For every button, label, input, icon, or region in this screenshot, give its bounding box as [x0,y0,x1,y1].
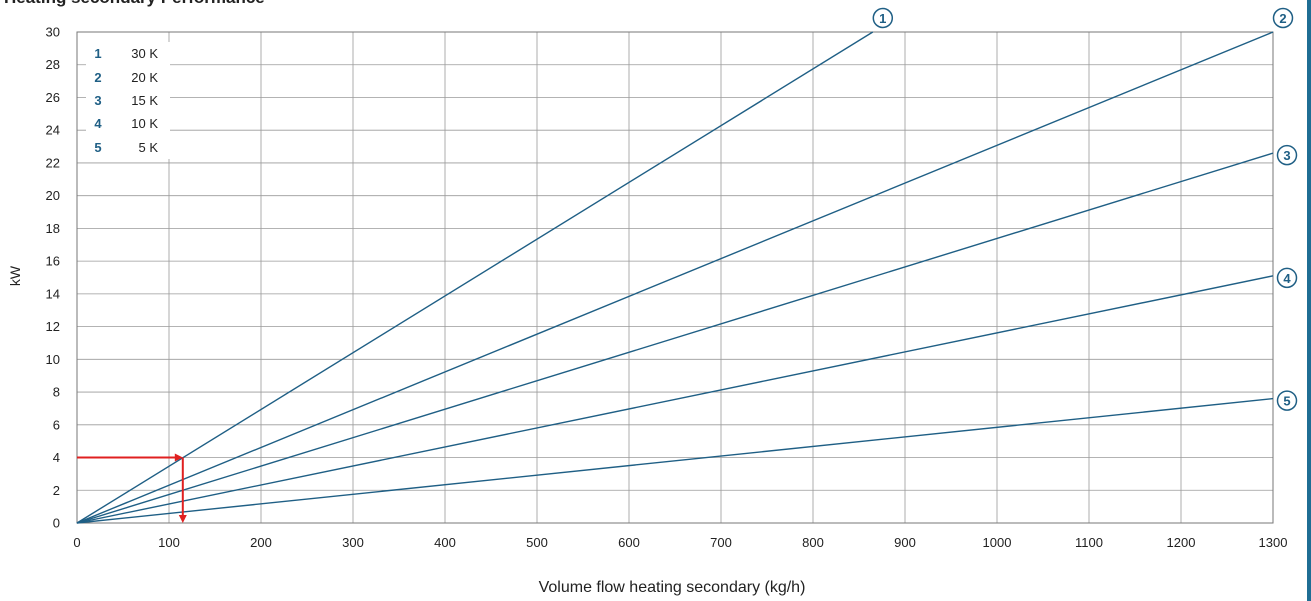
series-marker [872,7,894,29]
series-marker [1276,390,1298,411]
y-tick-label: 24 [46,123,60,138]
x-axis-label: Volume flow heating secondary (kg/h) [539,579,806,596]
example-arrowhead-right [174,453,183,462]
series-line [76,397,1274,524]
legend-series-label: 20 K [131,69,158,85]
legend-series-number: 1 [94,46,102,62]
series-marker [1272,7,1294,29]
series-marker-label: 1 [879,11,886,26]
y-tick-label: 16 [46,254,60,269]
x-tick-label: 700 [710,535,732,550]
y-tick-label: 14 [46,286,60,301]
y-tick-label: 4 [53,450,60,465]
series-marker-label: 4 [1283,271,1291,286]
y-tick-label: 30 [46,25,60,40]
series-line [76,275,1274,524]
y-tick-label: 22 [46,155,60,170]
series-marker-label: 2 [1279,11,1286,26]
x-tick-label: 1100 [1075,535,1103,550]
y-tick-label: 6 [53,417,60,432]
chart-legend: 1 30 K 2 20 K 3 15 K 4 10 K 5 5 K [86,42,170,159]
x-tick-label: 300 [342,535,364,550]
legend-series-label: 15 K [131,92,158,108]
series-marker-label: 3 [1283,148,1290,163]
page-title: Heating secondary Performance [4,0,265,8]
series-marker [1276,267,1298,289]
x-tick-label: 0 [73,535,80,550]
y-tick-label: 12 [46,319,60,334]
y-axis-label: kW [7,265,23,286]
series-line [76,31,874,524]
legend-series-label: 30 K [131,46,158,62]
x-tick-label: 800 [802,535,824,550]
x-tick-label: 1200 [1167,535,1196,550]
y-tick-label: 2 [53,483,60,498]
legend-item: 3 15 K [86,89,170,112]
legend-item: 2 20 K [86,65,170,88]
legend-series-label: 10 K [131,116,158,132]
example-arrowhead-down [178,515,187,523]
y-tick-label: 18 [46,221,60,236]
legend-item: 1 30 K [86,42,170,65]
right-frame-border [1307,0,1311,601]
x-tick-label: 1300 [1259,535,1288,550]
x-tick-label: 100 [158,535,180,550]
x-tick-label: 200 [250,535,272,550]
tick-labels: 0 100 200 300 400 500 600 700 800 900 1000 1100 1200… [46,25,1288,551]
legend-series-number: 4 [94,116,102,132]
series-marker [1276,144,1298,166]
x-tick-label: 400 [434,535,456,550]
y-tick-label: 8 [53,385,60,400]
legend-series-number: 2 [94,69,102,85]
chart-axes [76,31,1274,524]
x-tick-label: 1000 [983,535,1012,550]
y-tick-label: 0 [53,516,60,531]
series-line [76,31,1274,524]
example-reading [77,453,187,523]
y-tick-label: 20 [46,188,60,203]
plot-frame [76,31,1274,524]
y-tick-label: 10 [46,352,60,367]
x-tick-label: 500 [526,535,548,550]
series-line [76,152,1274,524]
legend-series-label: 5 K [138,139,158,155]
series-markers: 1 2 3 4 5 [872,7,1298,411]
y-tick-label: 28 [46,57,60,72]
x-tick-label: 900 [894,535,916,550]
y-tick-label: 26 [46,90,60,105]
chart-series [76,31,1274,524]
legend-series-number: 3 [94,92,102,108]
series-marker-label: 5 [1283,394,1290,409]
legend-item: 5 5 K [86,136,170,159]
legend-item: 4 10 K [86,112,170,135]
legend-series-number: 5 [94,139,102,155]
x-tick-label: 600 [618,535,640,550]
